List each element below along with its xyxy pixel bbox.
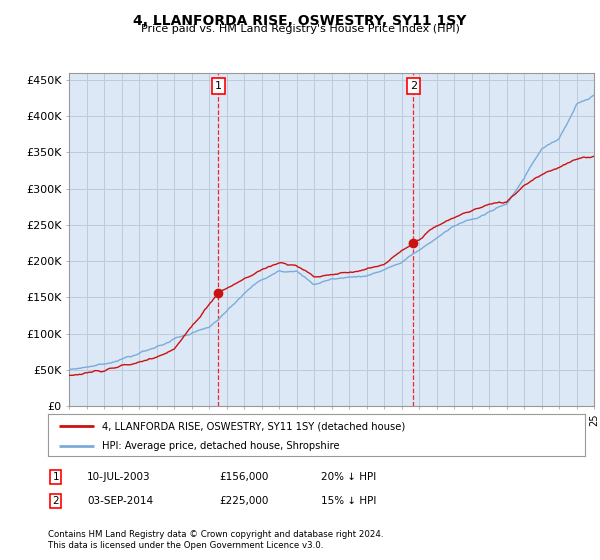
Text: HPI: Average price, detached house, Shropshire: HPI: Average price, detached house, Shro…: [102, 441, 340, 451]
Text: Price paid vs. HM Land Registry's House Price Index (HPI): Price paid vs. HM Land Registry's House …: [140, 24, 460, 34]
Text: 1: 1: [52, 472, 59, 482]
Text: 1: 1: [215, 81, 222, 91]
Text: 10-JUL-2003: 10-JUL-2003: [87, 472, 151, 482]
Text: Contains HM Land Registry data © Crown copyright and database right 2024.: Contains HM Land Registry data © Crown c…: [48, 530, 383, 539]
Text: 2: 2: [52, 496, 59, 506]
Text: 20% ↓ HPI: 20% ↓ HPI: [321, 472, 376, 482]
Text: 4, LLANFORDA RISE, OSWESTRY, SY11 1SY (detached house): 4, LLANFORDA RISE, OSWESTRY, SY11 1SY (d…: [102, 421, 405, 431]
Text: 2: 2: [410, 81, 417, 91]
Text: 03-SEP-2014: 03-SEP-2014: [87, 496, 153, 506]
Text: £225,000: £225,000: [219, 496, 268, 506]
Text: This data is licensed under the Open Government Licence v3.0.: This data is licensed under the Open Gov…: [48, 541, 323, 550]
Text: 15% ↓ HPI: 15% ↓ HPI: [321, 496, 376, 506]
Text: £156,000: £156,000: [219, 472, 268, 482]
Text: 4, LLANFORDA RISE, OSWESTRY, SY11 1SY: 4, LLANFORDA RISE, OSWESTRY, SY11 1SY: [133, 14, 467, 28]
